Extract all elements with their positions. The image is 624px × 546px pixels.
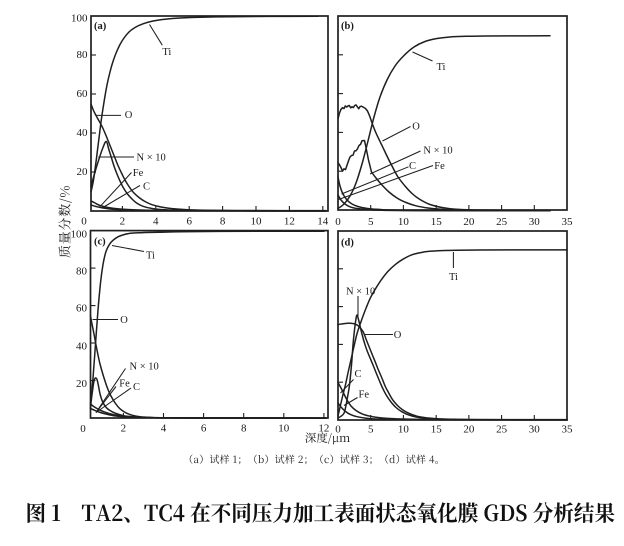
svg-text:C: C <box>143 182 150 193</box>
svg-text:60: 60 <box>77 88 89 100</box>
svg-text:0: 0 <box>335 216 341 228</box>
svg-text:(d): (d) <box>341 238 354 249</box>
svg-text:C: C <box>354 369 361 380</box>
svg-text:4: 4 <box>161 423 167 435</box>
svg-text:Ti: Ti <box>146 251 155 262</box>
svg-text:6: 6 <box>186 215 192 227</box>
svg-text:35: 35 <box>562 216 574 228</box>
svg-text:20: 20 <box>76 378 88 390</box>
svg-text:Ti: Ti <box>449 272 458 283</box>
svg-text:10: 10 <box>398 424 410 436</box>
svg-text:N × 10: N × 10 <box>130 362 159 373</box>
svg-text:O: O <box>412 122 420 133</box>
svg-text:(b): (b) <box>341 21 354 32</box>
svg-text:12: 12 <box>284 215 295 227</box>
svg-text:0: 0 <box>335 424 341 436</box>
svg-text:N × 10: N × 10 <box>137 153 166 164</box>
svg-text:Fe: Fe <box>359 389 370 400</box>
svg-text:30: 30 <box>529 216 541 228</box>
svg-text:20: 20 <box>463 216 475 228</box>
svg-text:25: 25 <box>496 424 508 436</box>
svg-text:20: 20 <box>77 166 89 178</box>
svg-text:15: 15 <box>431 216 443 228</box>
svg-text:30: 30 <box>529 424 541 436</box>
svg-text:40: 40 <box>76 340 88 352</box>
svg-text:15: 15 <box>431 424 443 436</box>
svg-text:5: 5 <box>368 424 374 436</box>
svg-text:0: 0 <box>80 423 86 435</box>
svg-text:N × 10: N × 10 <box>346 287 375 298</box>
svg-text:12: 12 <box>318 423 329 435</box>
svg-text:4: 4 <box>153 215 159 227</box>
svg-text:20: 20 <box>463 424 475 436</box>
svg-text:O: O <box>120 315 128 326</box>
svg-text:0: 0 <box>81 216 87 228</box>
svg-text:6: 6 <box>201 423 207 435</box>
svg-text:25: 25 <box>496 216 508 228</box>
svg-text:C: C <box>409 161 416 172</box>
svg-text:(c): (c) <box>94 237 106 248</box>
svg-text:80: 80 <box>76 266 88 278</box>
svg-text:10: 10 <box>398 216 410 228</box>
svg-text:Ti: Ti <box>162 47 171 58</box>
svg-text:80: 80 <box>77 49 89 61</box>
svg-text:Fe: Fe <box>119 378 130 389</box>
svg-text:Fe: Fe <box>434 161 445 172</box>
svg-text:(a): (a) <box>94 21 107 32</box>
svg-text:100: 100 <box>71 13 88 25</box>
svg-text:O: O <box>125 110 133 121</box>
svg-text:2: 2 <box>120 215 126 227</box>
svg-text:2: 2 <box>121 423 127 435</box>
svg-text:5: 5 <box>368 216 374 228</box>
svg-text:C: C <box>133 382 140 393</box>
svg-text:100: 100 <box>71 229 88 241</box>
svg-text:8: 8 <box>241 423 247 435</box>
svg-text:N × 10: N × 10 <box>423 145 452 156</box>
svg-text:O: O <box>394 330 402 341</box>
svg-text:8: 8 <box>220 215 226 227</box>
svg-text:Fe: Fe <box>133 168 144 179</box>
svg-text:10: 10 <box>278 423 290 435</box>
svg-text:40: 40 <box>77 127 89 139</box>
svg-text:60: 60 <box>76 303 88 315</box>
svg-text:10: 10 <box>251 215 263 227</box>
svg-text:14: 14 <box>317 215 329 227</box>
svg-text:Ti: Ti <box>437 62 446 73</box>
svg-text:35: 35 <box>562 424 574 436</box>
